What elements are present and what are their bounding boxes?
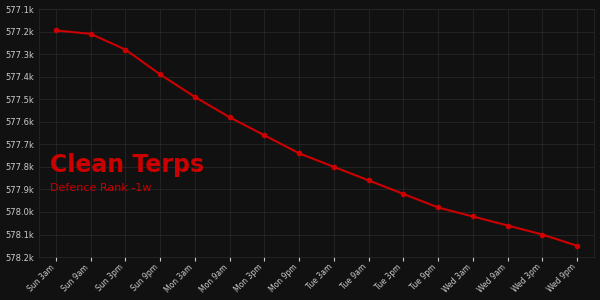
Text: Defence Rank -1w: Defence Rank -1w <box>50 183 151 193</box>
Text: Clean Terps: Clean Terps <box>50 153 204 177</box>
